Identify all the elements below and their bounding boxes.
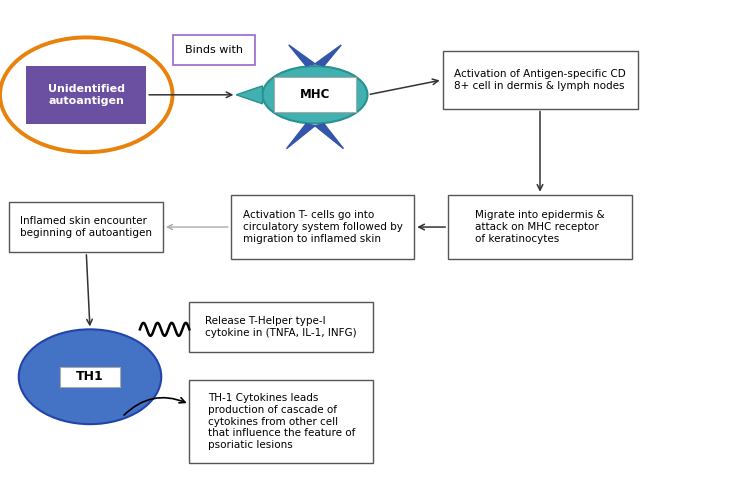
Text: TH1: TH1 — [76, 370, 104, 383]
Circle shape — [19, 329, 161, 424]
FancyBboxPatch shape — [189, 381, 374, 463]
Text: MHC: MHC — [300, 88, 330, 101]
Text: TH-1 Cytokines leads
production of cascade of
cytokines from other cell
that inf: TH-1 Cytokines leads production of casca… — [208, 393, 355, 450]
Polygon shape — [289, 45, 315, 66]
FancyBboxPatch shape — [231, 195, 414, 259]
FancyBboxPatch shape — [172, 35, 255, 65]
FancyBboxPatch shape — [274, 77, 356, 112]
Polygon shape — [315, 124, 344, 149]
Text: Migrate into epidermis &
attack on MHC receptor
of keratinocytes: Migrate into epidermis & attack on MHC r… — [476, 211, 604, 244]
Polygon shape — [236, 86, 262, 104]
Text: Binds with: Binds with — [184, 45, 243, 55]
Text: Activation of Antigen-specific CD
8+ cell in dermis & lymph nodes: Activation of Antigen-specific CD 8+ cel… — [454, 69, 626, 91]
Text: Inflamed skin encounter
beginning of autoantigen: Inflamed skin encounter beginning of aut… — [20, 216, 152, 238]
Text: Release T-Helper type-I
cytokine in (TNFA, IL-1, INFG): Release T-Helper type-I cytokine in (TNF… — [206, 316, 357, 338]
FancyBboxPatch shape — [60, 367, 120, 387]
FancyBboxPatch shape — [26, 66, 146, 124]
FancyBboxPatch shape — [442, 51, 638, 109]
FancyBboxPatch shape — [10, 202, 164, 252]
FancyBboxPatch shape — [448, 195, 632, 259]
Polygon shape — [286, 124, 315, 149]
Polygon shape — [315, 45, 341, 66]
Text: Unidentified
autoantigen: Unidentified autoantigen — [48, 84, 124, 106]
Circle shape — [0, 37, 172, 152]
Text: Activation T- cells go into
circulatory system followed by
migration to inflamed: Activation T- cells go into circulatory … — [242, 211, 403, 244]
FancyBboxPatch shape — [189, 302, 374, 352]
Ellipse shape — [262, 66, 368, 123]
